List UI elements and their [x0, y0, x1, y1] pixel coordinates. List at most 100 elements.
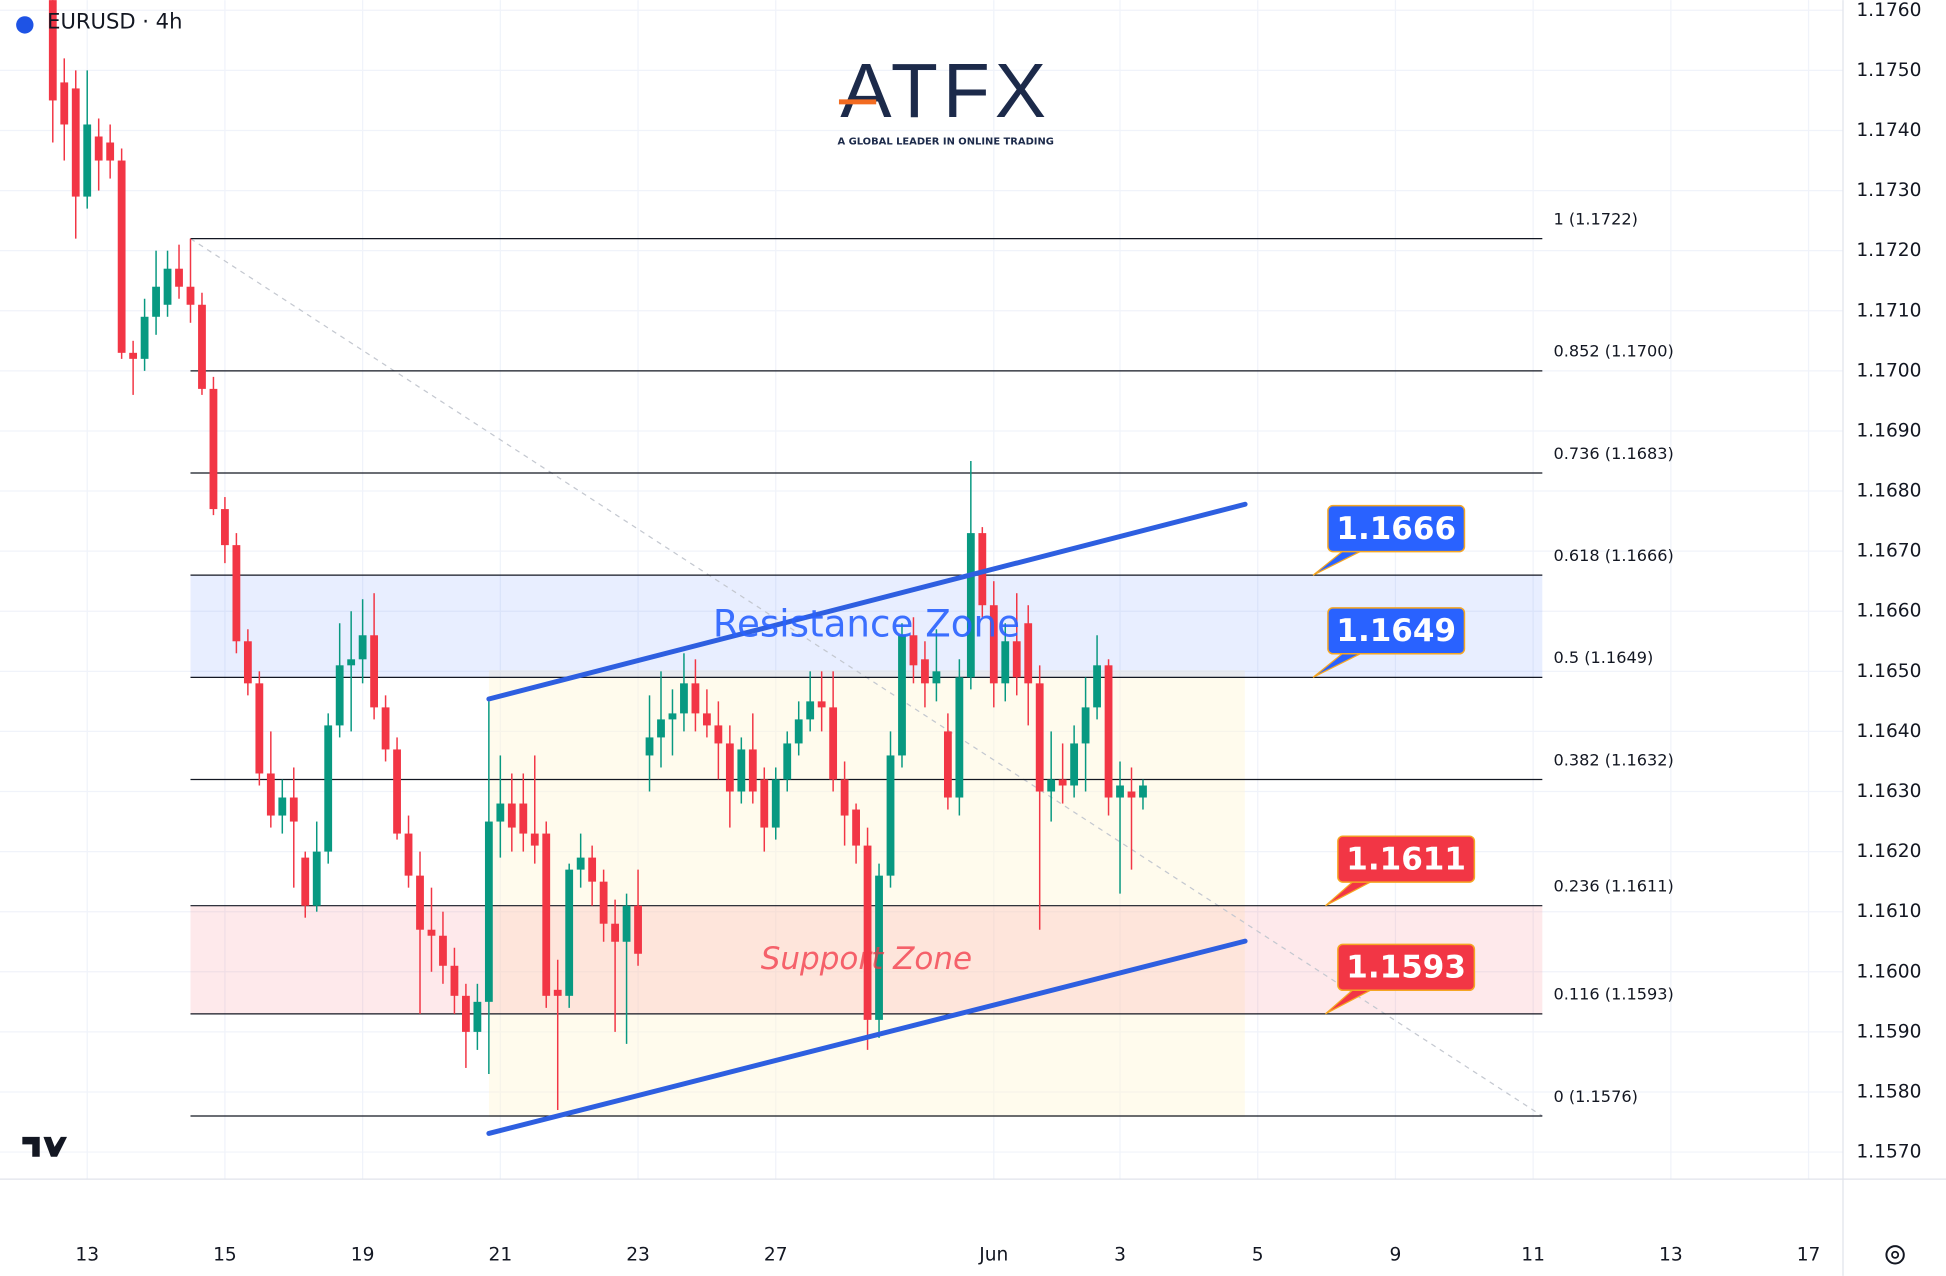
- x-tick-label: 21: [488, 1244, 512, 1265]
- candle-body: [1047, 779, 1056, 792]
- logo-accent: [838, 99, 877, 105]
- grid: [0, 0, 1843, 1180]
- y-tick-label: 1.1590: [1856, 1021, 1921, 1042]
- candle-body: [657, 719, 665, 738]
- candle-body: [989, 605, 998, 684]
- x-tick-label: 13: [75, 1244, 99, 1265]
- y-tick-label: 1.1760: [1856, 0, 1921, 21]
- fib-label: 0.736 (1.1683): [1553, 444, 1673, 463]
- y-tick-label: 1.1720: [1856, 240, 1921, 261]
- logo-name: ATFX: [840, 48, 1051, 134]
- callout-label: 1.1666: [1336, 511, 1456, 547]
- candle-body: [714, 725, 723, 744]
- candle-body: [737, 749, 746, 792]
- fib-label: 0.382 (1.1632): [1553, 750, 1673, 769]
- callout-box: [1337, 835, 1476, 883]
- logo-tagline: A GLOBAL LEADER IN ONLINE TRADING: [837, 137, 1053, 148]
- y-tick-label: 1.1630: [1856, 781, 1921, 802]
- candle-body: [553, 989, 562, 996]
- candle-body: [542, 833, 551, 996]
- candle-body: [725, 743, 734, 792]
- x-tick-label: 13: [1659, 1244, 1683, 1265]
- y-tick-label: 1.1610: [1856, 901, 1921, 922]
- candle-body: [1035, 683, 1044, 792]
- candle-body: [978, 533, 987, 606]
- x-tick-label: 11: [1521, 1244, 1545, 1265]
- candle-body: [117, 160, 126, 353]
- candle-body: [955, 677, 964, 798]
- y-tick-label: 1.1730: [1856, 180, 1921, 201]
- candle-body: [599, 881, 608, 924]
- candle-body: [519, 803, 528, 834]
- candle-body: [71, 88, 80, 197]
- candle-body: [312, 851, 321, 906]
- candle-body: [186, 286, 195, 305]
- symbol-header: EURUSD · 4h: [47, 8, 182, 33]
- fib-label: 0.852 (1.1700): [1553, 342, 1673, 361]
- candle-body: [875, 875, 883, 1020]
- zone: [190, 575, 1543, 678]
- candle-body: [152, 286, 160, 317]
- candle-body: [301, 857, 310, 906]
- candle-body: [278, 797, 287, 816]
- candle-body: [645, 737, 654, 756]
- fib-label: 0.5 (1.1649): [1553, 648, 1653, 667]
- candle-body: [198, 304, 206, 389]
- candle-body: [1058, 779, 1067, 786]
- callout-box: [1337, 943, 1476, 992]
- candle-body: [748, 749, 757, 792]
- candle-body: [496, 803, 505, 822]
- candle-body: [439, 935, 447, 966]
- zone-label: Support Zone: [761, 941, 972, 977]
- fib-label: 0 (1.1576): [1553, 1087, 1637, 1106]
- candle-body: [60, 82, 69, 125]
- candle-body: [806, 701, 815, 720]
- candle-body: [507, 803, 516, 828]
- candle-body: [840, 779, 849, 816]
- callout-label: 1.1611: [1346, 841, 1466, 877]
- candle-body: [427, 929, 436, 936]
- candle-body: [370, 635, 379, 708]
- channel-line: [486, 938, 1248, 1136]
- candle-body: [358, 635, 367, 660]
- candle-body: [921, 659, 929, 684]
- candle-body: [1070, 743, 1079, 786]
- y-tick-label: 1.1680: [1856, 481, 1921, 502]
- candle-body: [209, 388, 218, 510]
- y-tick-label: 1.1620: [1856, 841, 1921, 862]
- candle-body: [1116, 785, 1124, 798]
- candle-body: [760, 779, 769, 828]
- candle-body: [1104, 665, 1113, 798]
- y-tick-label: 1.1580: [1856, 1081, 1921, 1102]
- callout-label: 1.1649: [1336, 613, 1456, 649]
- candle-body: [886, 755, 895, 876]
- candle-body: [530, 833, 539, 846]
- candle-body: [255, 683, 264, 774]
- tv-mark: [22, 1136, 68, 1157]
- candle-body: [473, 1001, 482, 1032]
- candle-body: [324, 725, 333, 852]
- candle-body: [163, 268, 172, 305]
- y-tick-label: 1.1690: [1856, 420, 1921, 441]
- gear-hub: [1891, 1250, 1900, 1259]
- candle-body: [232, 545, 241, 642]
- fib-label: 0.116 (1.1593): [1553, 985, 1673, 1004]
- candle-body: [771, 779, 780, 828]
- candle-body: [140, 316, 149, 359]
- y-tick-label: 1.1740: [1856, 120, 1921, 141]
- candle-body: [416, 875, 424, 930]
- candle-body: [932, 671, 941, 684]
- fib-label: 0.618 (1.1666): [1553, 546, 1673, 565]
- candle-body: [622, 905, 631, 942]
- candle-body: [1127, 791, 1136, 798]
- candle-body: [1093, 665, 1101, 708]
- tradingview-logo: [22, 1136, 68, 1157]
- candle-body: [691, 683, 700, 714]
- candle-body: [243, 641, 252, 684]
- y-tick-label: 1.1710: [1856, 300, 1921, 321]
- fib-label: 1 (1.1722): [1553, 210, 1637, 229]
- x-tick-label: 17: [1797, 1244, 1821, 1265]
- settings-icon: [1885, 1245, 1905, 1265]
